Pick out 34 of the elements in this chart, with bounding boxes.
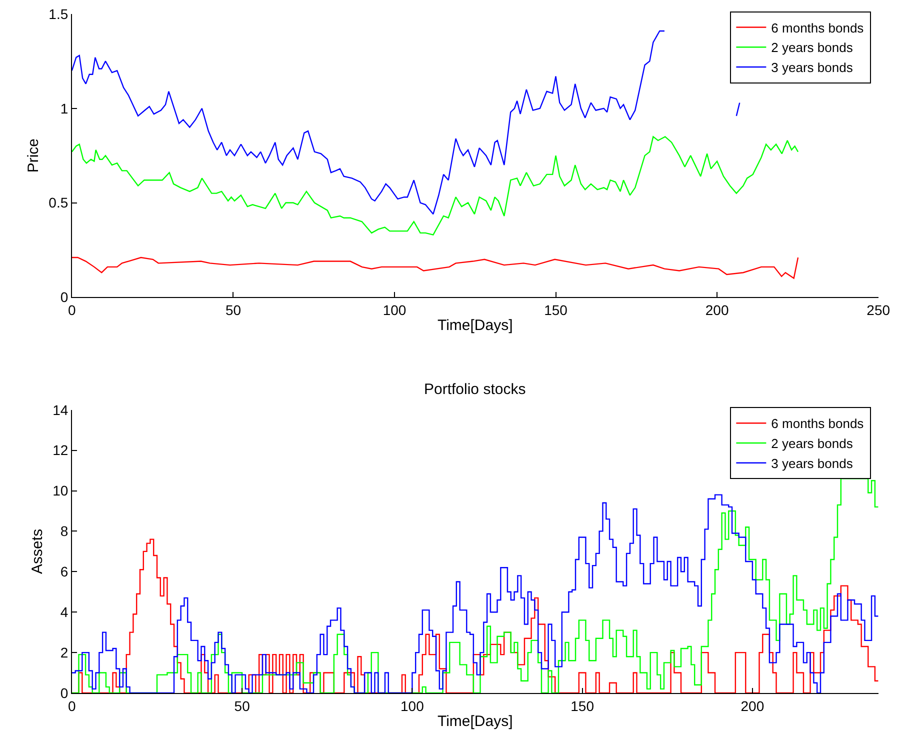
x-tick-label: 50: [234, 698, 250, 714]
y-tick-label: 10: [52, 482, 68, 499]
line-series: [72, 136, 799, 236]
x-tick-label: 100: [400, 698, 424, 714]
y-axis-title: Price: [24, 138, 42, 173]
x-tick-label: 200: [705, 302, 729, 318]
legend-label: 2 years bonds: [771, 40, 854, 56]
x-tick-label: 250: [866, 302, 890, 318]
y-tick-label: 0: [60, 684, 68, 701]
y-tick-label: 8: [60, 523, 68, 540]
y-tick-label: 6: [60, 564, 68, 580]
y-tick-label: 0: [60, 289, 68, 306]
y-tick-label: 1: [60, 100, 68, 116]
y-tick-label: 0.5: [48, 194, 68, 211]
x-axis-title: Time[Days]: [437, 316, 513, 334]
chart-title: Portfolio stocks: [424, 381, 526, 398]
y-tick-label: 12: [52, 442, 68, 458]
x-tick-label: 100: [382, 302, 406, 318]
legend-label: 6 months bonds: [771, 416, 864, 432]
y-tick-label: 4: [60, 604, 68, 620]
legend-label: 2 years bonds: [771, 436, 854, 452]
legend-label: 3 years bonds: [771, 456, 854, 471]
x-axis-title: Time[Days]: [437, 712, 513, 730]
legend-label: 6 months bonds: [771, 20, 864, 36]
y-axis-title: Assets: [28, 528, 46, 574]
y-tick-label: 1.5: [48, 6, 68, 22]
x-tick-label: 200: [740, 698, 764, 714]
y-tick-label: 2: [60, 644, 68, 660]
legend-label: 3 years bonds: [771, 60, 854, 76]
y-tick-label: 14: [52, 402, 68, 418]
x-tick-label: 50: [225, 302, 242, 318]
x-tick-label: 150: [544, 302, 568, 318]
line-series: [72, 256, 799, 279]
x-tick-label: 150: [570, 698, 594, 714]
